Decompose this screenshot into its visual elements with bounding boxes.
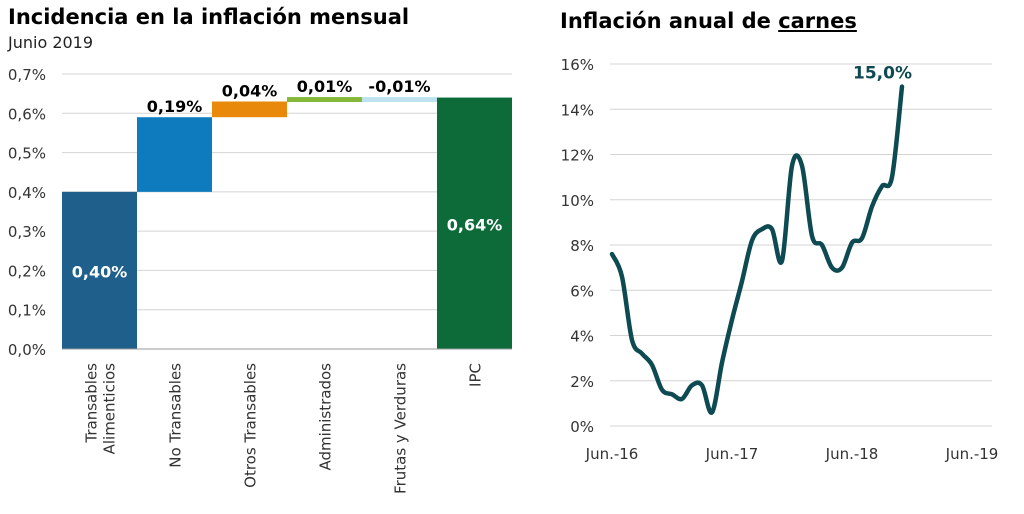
y-tick-label: 8%: [570, 237, 594, 255]
x-category-label: No Transables: [167, 363, 185, 468]
chart-title: Incidencia en la inflación mensual: [8, 5, 410, 29]
y-tick-label: 0,5%: [8, 145, 46, 163]
data-label: 15,0%: [853, 64, 912, 84]
data-label: -0,01%: [368, 77, 430, 96]
y-tick-label: 2%: [570, 373, 594, 391]
waterfall-bar: [137, 117, 212, 192]
waterfall-bar: [62, 191, 137, 349]
waterfall-chart: 0,0% 0,1% 0,2% 0,3% 0,4% 0,5% 0,6% 0,7% 0,40% Tra…: [8, 66, 512, 494]
line-chart-panel: Inflación anual de carnes 0% 2% 4% 6% 8% 10% 1…: [530, 0, 1024, 514]
x-category-label: IPC: [467, 363, 485, 387]
x-tick-label: Jun.-16: [585, 445, 639, 463]
data-label: 0,40%: [72, 262, 128, 281]
data-label: 0,64%: [447, 215, 503, 234]
y-tick-label: 0,4%: [8, 184, 46, 202]
data-label: 0,04%: [222, 82, 278, 101]
y-tick-label: 0,6%: [8, 105, 46, 123]
y-tick-label: 10%: [561, 192, 594, 210]
y-tick-label: 0,2%: [8, 262, 46, 280]
chart-title-prefix: Inflación anual de: [560, 9, 779, 33]
y-tick-label: 0,7%: [8, 66, 46, 84]
data-label: 0,19%: [147, 97, 203, 116]
waterfall-bar: [362, 97, 437, 103]
y-tick-label: 0%: [570, 418, 594, 436]
waterfall-bar: [212, 101, 287, 118]
x-category-label: Frutas y Verduras: [392, 363, 410, 494]
y-tick-label: 12%: [561, 147, 594, 165]
waterfall-bar: [287, 97, 362, 103]
series-line: [609, 84, 905, 415]
x-tick-label: Jun.-18: [825, 445, 879, 463]
y-tick-label: 0,3%: [8, 223, 46, 241]
chart-subtitle: Junio 2019: [8, 33, 94, 52]
x-category-label: Alimenticios: [101, 363, 119, 455]
y-tick-label: 0,0%: [8, 341, 46, 359]
x-tick-label: Jun.-19: [945, 445, 999, 463]
y-tick-label: 14%: [561, 101, 594, 119]
y-tick-label: 0,1%: [8, 302, 46, 320]
x-category-label: Otros Transables: [242, 363, 260, 488]
line-chart: 0% 2% 4% 6% 8% 10% 12% 14% 16% Jun.-16 Jun.-17 Jun.…: [561, 56, 999, 463]
y-tick-label: 4%: [570, 328, 594, 346]
x-category-label: Administrados: [317, 363, 335, 471]
x-category-label: Transables: [83, 363, 101, 444]
data-label: 0,01%: [297, 77, 353, 96]
waterfall-bar: [437, 97, 512, 349]
waterfall-chart-panel: Incidencia en la inflación mensual Junio…: [8, 5, 512, 494]
y-tick-label: 16%: [561, 56, 594, 74]
chart-title-underlined: carnes: [778, 9, 857, 33]
x-tick-label: Jun.-17: [705, 445, 759, 463]
y-tick-label: 6%: [570, 282, 594, 300]
chart-title: Inflación anual de carnes: [560, 9, 857, 33]
